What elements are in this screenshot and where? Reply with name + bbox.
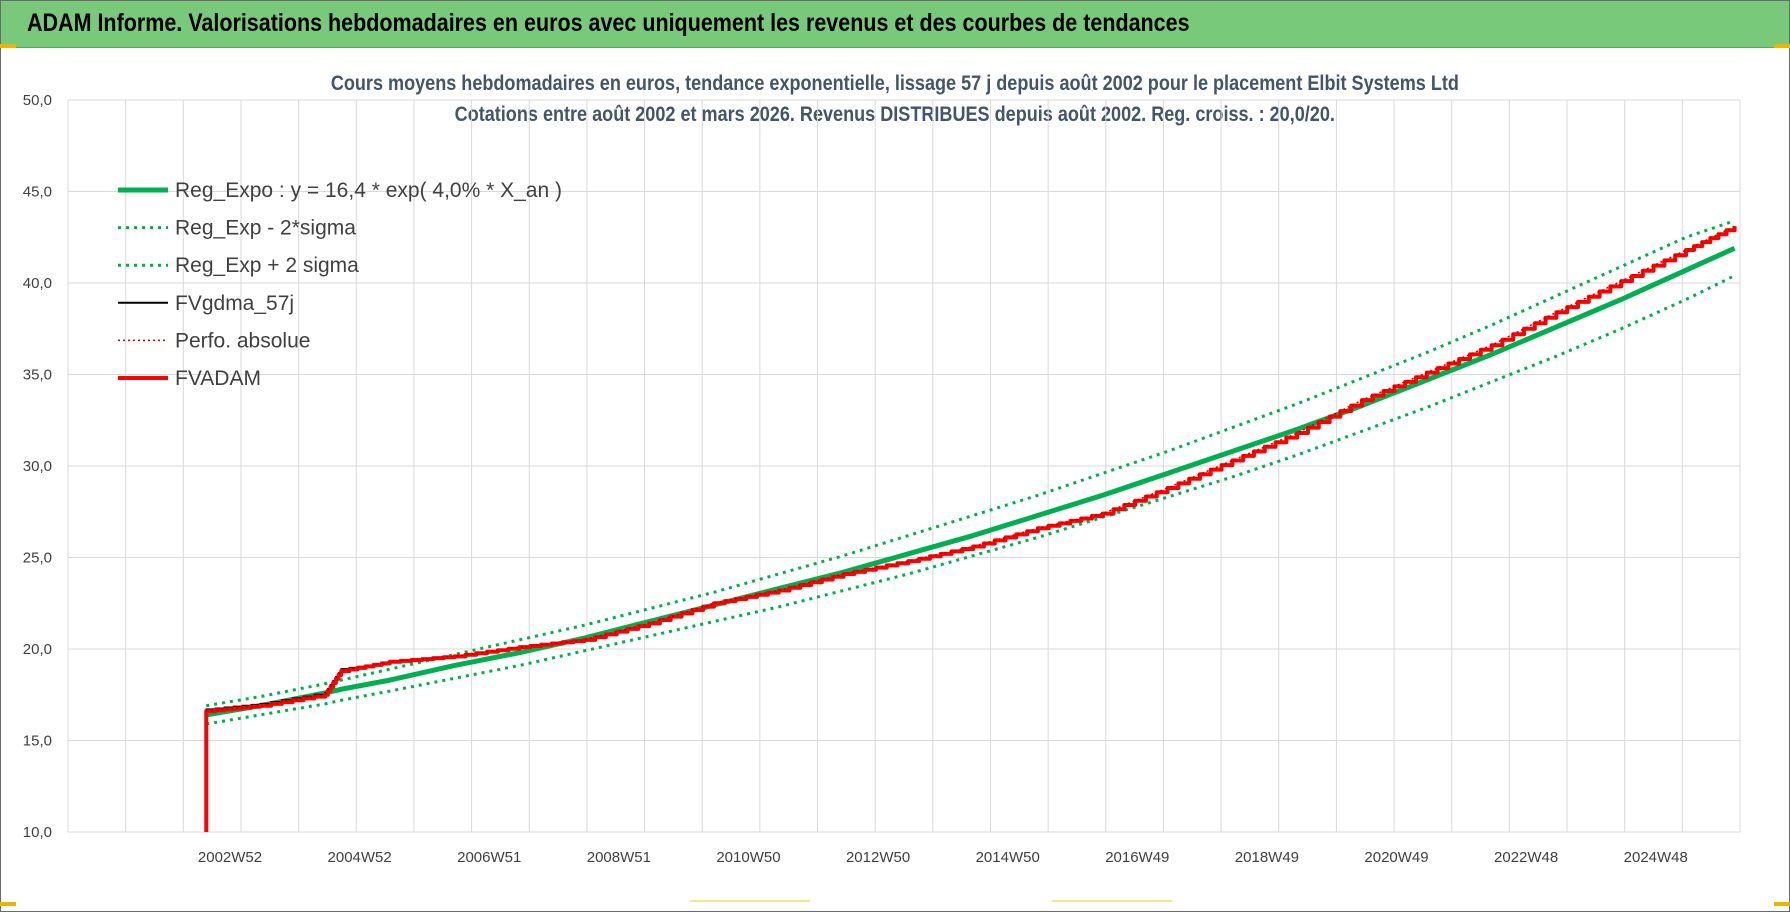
y-tick-label: 30,0 xyxy=(23,458,52,475)
x-tick-label: 2004W52 xyxy=(328,849,392,866)
y-tick-label: 35,0 xyxy=(23,367,52,384)
decor-line xyxy=(1052,900,1172,902)
x-tick-label: 2012W50 xyxy=(846,849,910,866)
chart-title-text: Cours moyens hebdomadaires en euros, ten… xyxy=(330,72,1460,95)
banner-title: ADAM Informe. Valorisations hebdomadaire… xyxy=(27,9,1190,37)
corner-marker-right xyxy=(1774,44,1790,48)
x-tick-label: 2014W50 xyxy=(976,849,1040,866)
decor-line xyxy=(690,900,810,902)
x-tick-label: 2006W51 xyxy=(457,849,521,866)
series-line xyxy=(206,274,1736,726)
y-tick-label: 45,0 xyxy=(23,184,52,201)
x-tick-label: 2018W49 xyxy=(1235,849,1299,866)
y-tick-label: 20,0 xyxy=(23,641,52,658)
x-tick-label: 2022W48 xyxy=(1494,849,1558,866)
y-tick-label: 25,0 xyxy=(23,550,52,567)
y-tick-label: 15,0 xyxy=(23,733,52,750)
chart-subtitle-text: Cotations entre août 2002 et mars 2026. … xyxy=(454,103,1336,126)
legend-label: Reg_Expo : y = 16,4 * exp( 4,0% * X_an ) xyxy=(175,179,562,202)
x-tick-label: 2020W49 xyxy=(1364,849,1428,866)
legend-label: FVADAM xyxy=(175,367,261,390)
y-tick-label: 40,0 xyxy=(23,275,52,292)
legend-label: Perfo. absolue xyxy=(175,329,310,352)
series-line xyxy=(204,226,1737,832)
corner-marker-bottom-left xyxy=(0,902,16,906)
series-line xyxy=(206,225,1735,712)
series-line xyxy=(206,219,1736,708)
x-tick-label: 2016W49 xyxy=(1105,849,1169,866)
x-tick-label: 2002W52 xyxy=(198,849,262,866)
chart-subtitle: Cotations entre août 2002 et mars 2026. … xyxy=(0,103,1790,127)
x-tick-label: 2010W50 xyxy=(716,849,780,866)
chart-title: Cours moyens hebdomadaires en euros, ten… xyxy=(0,72,1790,96)
corner-marker-bottom-right xyxy=(1774,902,1790,906)
legend-label: Reg_Exp + 2 sigma xyxy=(175,254,359,277)
y-tick-label: 10,0 xyxy=(23,824,52,841)
legend-label: FVgdma_57j xyxy=(175,292,294,315)
x-tick-label: 2024W48 xyxy=(1624,849,1688,866)
report-banner: ADAM Informe. Valorisations hebdomadaire… xyxy=(1,1,1789,48)
corner-marker-left xyxy=(0,44,16,48)
series-line xyxy=(205,245,1736,718)
y-tick-label: 50,0 xyxy=(23,92,52,109)
series-line xyxy=(205,226,1736,832)
x-tick-label: 2008W51 xyxy=(587,849,651,866)
legend-label: Reg_Exp - 2*sigma xyxy=(175,217,356,240)
